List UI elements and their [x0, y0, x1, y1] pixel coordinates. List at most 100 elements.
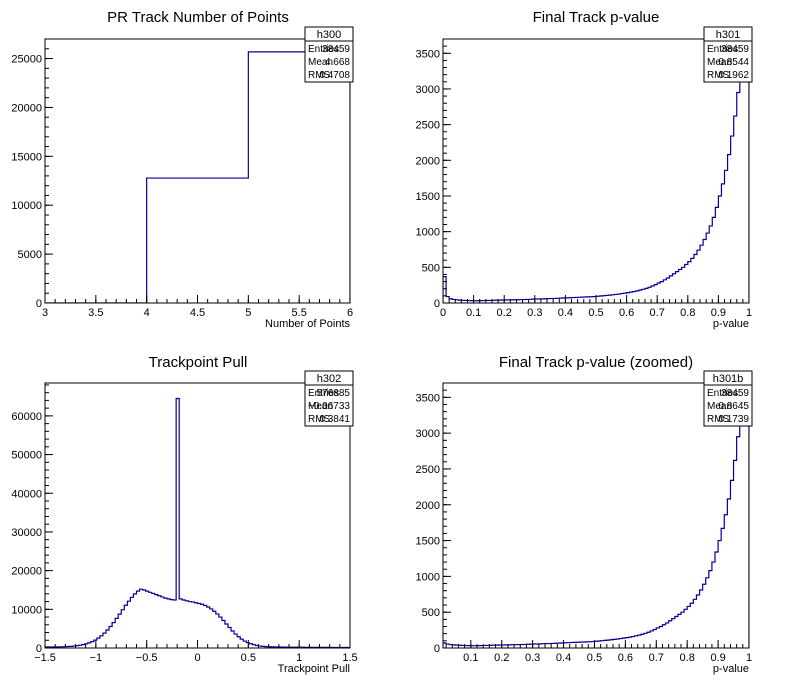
x-axis-title: p-value: [713, 663, 749, 675]
y-tick-label: 2500: [416, 464, 440, 476]
stats-value: −0.06733: [308, 401, 350, 412]
stats-value: 38459: [721, 388, 749, 399]
y-tick-label: 40000: [11, 488, 42, 500]
y-tick-label: 1500: [416, 536, 440, 548]
x-tick-label: 1: [746, 307, 752, 319]
stats-label: Entries: [707, 388, 738, 399]
stats-value: 0.1739: [718, 414, 749, 425]
stats-label: Entries: [707, 44, 738, 55]
y-tick-label: 15000: [11, 151, 42, 163]
y-tick-label: 3500: [416, 48, 440, 60]
x-tick-label: 0.7: [649, 652, 664, 664]
x-tick-label: 3.5: [88, 307, 103, 319]
x-tick-label: 4: [144, 307, 150, 319]
y-tick-label: 0: [36, 298, 42, 310]
x-tick-label: 1: [296, 652, 302, 664]
x-tick-label: 0.4: [556, 652, 571, 664]
y-tick-label: 25000: [11, 54, 42, 66]
x-tick-label: 1: [746, 652, 752, 664]
x-tick-label: 0.3: [525, 652, 540, 664]
x-tick-label: 3: [42, 307, 48, 319]
x-tick-label: −1.5: [34, 652, 56, 664]
x-tick-label: 0.9: [710, 652, 725, 664]
plot-frame: [442, 382, 750, 649]
stats-value: 576885: [317, 388, 351, 399]
y-tick-label: 2500: [416, 120, 440, 132]
y-tick-label: 30000: [11, 527, 42, 539]
y-tick-label: 1500: [416, 191, 440, 203]
histogram-line: [443, 39, 749, 303]
x-tick-label: 0.9: [711, 307, 726, 319]
x-tick-label: 0.5: [241, 652, 256, 664]
stats-value: 0.3841: [319, 414, 350, 425]
histogram-panel: Trackpoint Pull −1.5 −1 −0.5 0 0.5 1 1.5 0 10000 2…: [11, 354, 357, 675]
histogram-line: [443, 383, 749, 648]
y-tick-label: 3000: [416, 84, 440, 96]
x-tick-label: 0.5: [588, 307, 603, 319]
histogram-panel: Final Track p-value (zoomed) 0.1 0.2 0.3 0.4…: [416, 354, 753, 675]
stats-label: Mean: [308, 57, 333, 68]
x-tick-label: −1: [90, 652, 103, 664]
x-axis-title: p-value: [713, 318, 749, 330]
stats-value: 0.1962: [718, 70, 749, 81]
stats-value: 0.8544: [718, 57, 749, 68]
y-tick-label: 10000: [11, 604, 42, 616]
stats-value: 38459: [721, 44, 749, 55]
y-tick-label: 60000: [11, 411, 42, 423]
x-tick-label: 0.5: [587, 652, 602, 664]
x-tick-label: 0.8: [680, 307, 695, 319]
x-axis-title: Trackpoint Pull: [278, 663, 350, 675]
y-tick-label: 0: [434, 298, 440, 310]
y-tick-label: 0: [36, 643, 42, 655]
x-tick-label: 5.5: [292, 307, 307, 319]
panel-title: PR Track Number of Points: [107, 9, 289, 26]
y-tick-label: 500: [422, 262, 440, 274]
y-tick-label: 2000: [416, 500, 440, 512]
x-tick-label: 0.1: [463, 652, 478, 664]
stats-label: RMS: [308, 414, 331, 425]
x-tick-label: 0.1: [466, 307, 481, 319]
stats-label: RMS: [707, 414, 730, 425]
y-tick-label: 5000: [18, 249, 42, 261]
x-tick-label: 0.6: [618, 652, 633, 664]
stats-label: RMS: [707, 70, 730, 81]
stats-label: Mean: [707, 401, 732, 412]
histogram-line: [45, 397, 350, 648]
x-axis-title: Number of Points: [265, 318, 350, 330]
plot-frame: [44, 382, 351, 649]
x-tick-label: 6: [347, 307, 353, 319]
y-tick-label: 50000: [11, 450, 42, 462]
stats-value: 0.8645: [718, 401, 749, 412]
stats-label: Entries: [308, 388, 339, 399]
stats-value: 0.4708: [319, 70, 350, 81]
x-tick-label: 0.2: [497, 307, 512, 319]
stats-label: RMS: [308, 70, 331, 81]
x-tick-label: 0.3: [527, 307, 542, 319]
y-tick-label: 20000: [11, 102, 42, 114]
y-tick-label: 20000: [11, 566, 42, 578]
x-tick-label: 4.5: [190, 307, 205, 319]
x-tick-label: 0.8: [680, 652, 695, 664]
y-tick-label: 1000: [416, 571, 440, 583]
x-tick-label: 0: [194, 652, 200, 664]
x-tick-label: 1.5: [342, 652, 357, 664]
x-tick-label: 0.4: [558, 307, 573, 319]
stats-label: Mean: [308, 401, 333, 412]
x-tick-label: 0: [440, 307, 446, 319]
histogram-panel: Final Track p-value 0 0.1 0.2 0.3 0.4 0.5 0.6 0.…: [416, 9, 753, 330]
stats-label: Entries: [308, 44, 339, 55]
stats-name: h302: [317, 373, 341, 385]
stats-name: h301: [716, 29, 740, 41]
x-tick-label: 0.2: [494, 652, 509, 664]
histogram-panel: PR Track Number of Points 3 3.5 4 4.5 5 5.5 6 0 5…: [11, 9, 354, 330]
plot-frame: [442, 38, 750, 304]
y-tick-label: 3500: [416, 392, 440, 404]
x-tick-label: 0.7: [650, 307, 665, 319]
y-tick-label: 500: [422, 607, 440, 619]
y-tick-label: 0: [434, 643, 440, 655]
stats-value: 38459: [322, 44, 350, 55]
